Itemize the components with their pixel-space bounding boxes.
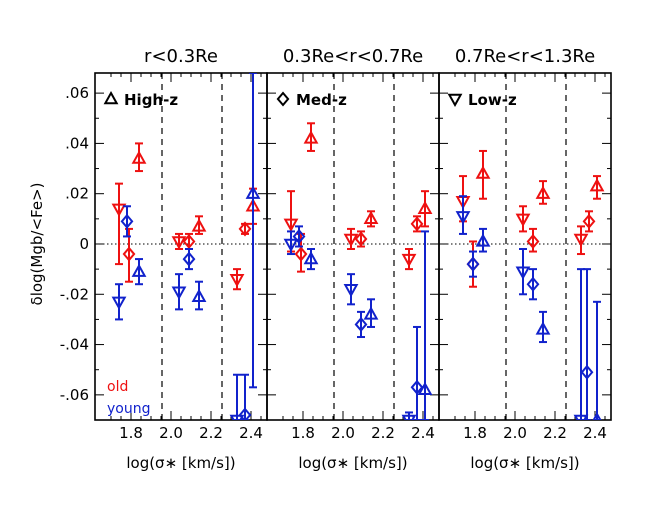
data-point-old [122, 246, 136, 262]
data-point-old [363, 210, 379, 225]
y-tick-label: -.02 [60, 285, 89, 303]
y-tick-label: 0 [79, 235, 89, 253]
data-point-old [573, 233, 589, 248]
panel-label-marker [276, 91, 290, 107]
panel-title: 0.7Re<r<1.3Re [455, 46, 595, 67]
data-point-old [526, 233, 540, 250]
data-point-old [343, 233, 359, 248]
data-point-young [283, 238, 299, 253]
data-point-young [535, 321, 551, 335]
panel-1: 1.8 2.0 2.2 2.4 .06 .04 .02 0 -.02 -.04 -.06 r<0.3R… [60, 46, 268, 472]
x-tick-label: 2.2 [371, 424, 395, 442]
data-point-young [354, 316, 368, 332]
x-tick-label: 1.8 [119, 424, 143, 442]
panel-label: Low-z [468, 91, 517, 109]
data-point-old [417, 200, 433, 214]
data-point-old [535, 185, 551, 199]
data-point-young [292, 228, 306, 244]
data-points [111, 73, 261, 420]
data-point-old [238, 221, 252, 237]
panel-3: 1.8 2.0 2.2 2.4 0.7Re<r<1.3Re log(σ∗ [km/s]) L… [438, 46, 612, 472]
x-tick-label: 2.4 [411, 424, 435, 442]
data-point-young [303, 251, 319, 265]
x-tick-label: 1.8 [463, 424, 487, 442]
data-point-young [515, 266, 531, 280]
x-tick-label: 2.0 [159, 424, 183, 442]
data-point-young [573, 414, 589, 420]
data-point-old [401, 253, 417, 268]
data-point-young [182, 251, 196, 267]
data-points [283, 122, 433, 420]
x-tick-label: 2.2 [543, 424, 567, 442]
data-point-young [410, 379, 424, 395]
panel-label: High-z [124, 91, 178, 109]
data-point-young [171, 286, 187, 300]
panels-group: 1.8 2.0 2.2 2.4 .06 .04 .02 0 -.02 -.04 -.06 r<0.3R… [60, 46, 612, 472]
data-points [455, 149, 605, 420]
data-point-young [592, 411, 602, 420]
panel-frame [94, 72, 268, 421]
y-tick-label: .02 [65, 185, 89, 203]
panel-title: r<0.3Re [144, 46, 218, 67]
y-tick-label: -.06 [60, 386, 89, 404]
panel-label-marker [447, 93, 463, 108]
data-point-young [238, 407, 252, 420]
y-axis-label: δlog(Mgb/<Fe>) [28, 183, 46, 306]
data-point-old [475, 165, 491, 179]
data-point-young [401, 414, 417, 420]
data-point-young [580, 364, 594, 380]
data-point-young [229, 414, 245, 420]
data-point-old [191, 218, 207, 232]
data-point-young [131, 263, 147, 277]
legend-young: young [107, 401, 150, 417]
data-point-young [475, 233, 491, 247]
x-tick-label: 2.4 [583, 424, 607, 442]
y-tick-label: .04 [65, 134, 89, 152]
data-point-young [526, 276, 540, 292]
data-point-young [363, 306, 379, 320]
x-axis-label: log(σ∗ [km/s]) [126, 454, 235, 472]
x-tick-label: 2.2 [199, 424, 223, 442]
data-point-old [182, 233, 196, 250]
y-tick-label: -.04 [60, 336, 89, 354]
data-point-young [455, 211, 471, 225]
data-point-old [171, 236, 187, 250]
data-point-old [131, 150, 147, 164]
data-point-old [294, 246, 308, 262]
data-point-old [589, 178, 605, 192]
x-axis-label: log(σ∗ [km/s]) [298, 454, 407, 472]
data-point-old [283, 218, 299, 232]
data-point-young [343, 284, 359, 298]
data-point-old [111, 203, 127, 217]
panel-title: 0.3Re<r<0.7Re [283, 46, 423, 67]
panel-label-marker [103, 90, 119, 105]
panel-label: Med-z [296, 91, 347, 109]
data-point-young [466, 256, 480, 272]
x-tick-label: 1.8 [291, 424, 315, 442]
data-point-old [515, 213, 531, 227]
data-point-old [410, 216, 424, 232]
data-point-young [120, 213, 134, 229]
data-point-old [354, 231, 368, 247]
x-tick-label: 2.0 [331, 424, 355, 442]
data-point-young [111, 296, 127, 310]
legend-old: old [107, 379, 128, 395]
data-point-old [229, 273, 245, 288]
data-point-old [582, 213, 596, 229]
x-axis-label: log(σ∗ [km/s]) [470, 454, 579, 472]
x-tick-label: 2.4 [239, 424, 263, 442]
data-point-old [303, 130, 319, 144]
data-point-young [417, 381, 433, 396]
data-point-young [191, 288, 207, 302]
panel-2: 1.8 2.0 2.2 2.4 0.3Re<r<0.7Re log(σ∗ [km/s]) M… [266, 46, 440, 472]
data-point-young [245, 185, 261, 199]
x-tick-label: 2.0 [503, 424, 527, 442]
y-tick-label: .06 [65, 84, 89, 102]
